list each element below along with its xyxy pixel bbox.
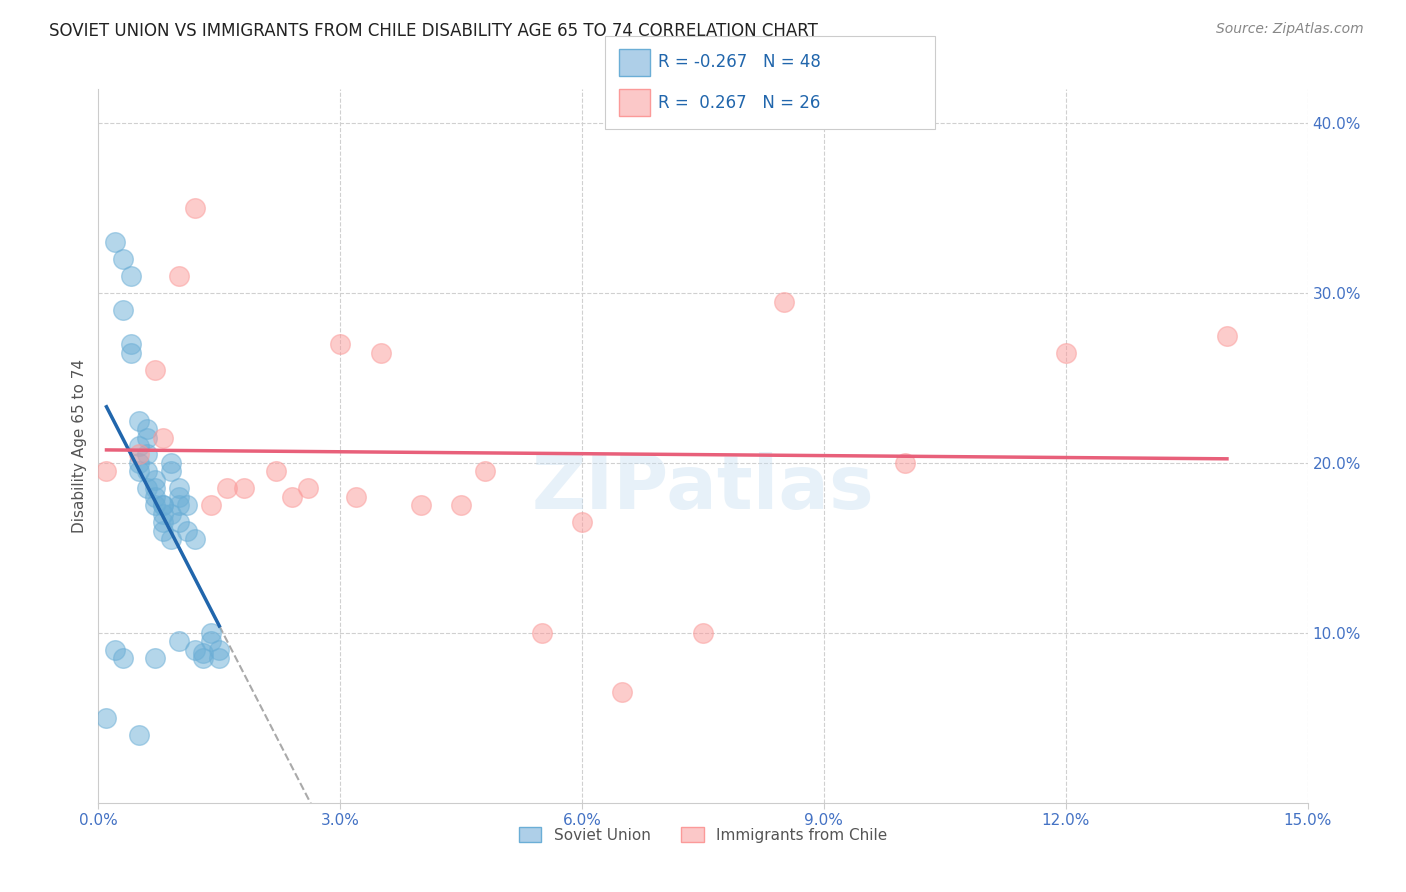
Point [184,201,207,215]
Point [160,533,183,547]
Point [160,465,183,479]
Point [200,626,222,640]
Point [264,465,287,479]
Point [96,465,118,479]
Point [329,337,352,351]
Point [193,646,215,660]
Point [1216,328,1239,343]
Point [167,634,190,648]
Point [120,345,142,359]
Point [281,490,304,504]
Point [135,430,157,444]
Point [167,516,190,530]
Point [111,651,134,665]
Point [111,303,134,318]
Text: Source: ZipAtlas.com: Source: ZipAtlas.com [1216,22,1364,37]
Point [193,651,215,665]
Point [120,269,142,284]
Y-axis label: Disability Age 65 to 74: Disability Age 65 to 74 [72,359,87,533]
Point [111,252,134,266]
Point [128,465,150,479]
Point [128,448,150,462]
Point [167,269,190,284]
Point [128,728,150,742]
Point [160,507,183,521]
Point [167,490,190,504]
Point [135,465,157,479]
Point [167,499,190,513]
Point [128,456,150,470]
Point [128,439,150,453]
Point [143,362,166,376]
Point [612,685,634,699]
Point [184,643,207,657]
Point [200,634,222,648]
Point [143,482,166,496]
Point [152,516,174,530]
Point [103,235,125,249]
Point [200,499,222,513]
Point [208,643,231,657]
Point [135,482,157,496]
Text: R = -0.267   N = 48: R = -0.267 N = 48 [658,54,821,71]
Point [143,473,166,487]
Point [208,651,231,665]
Point [120,337,142,351]
Legend: Soviet Union, Immigrants from Chile: Soviet Union, Immigrants from Chile [512,821,894,848]
Point [152,499,174,513]
Point [692,626,714,640]
Point [409,499,432,513]
Point [176,499,198,513]
Point [450,499,472,513]
Point [135,448,157,462]
Point [772,294,794,309]
Point [135,422,157,436]
Point [176,524,198,538]
Point [143,499,166,513]
Text: ZIPatlas: ZIPatlas [531,452,875,525]
Point [474,465,496,479]
Text: R =  0.267   N = 26: R = 0.267 N = 26 [658,94,820,112]
Point [96,711,118,725]
Point [152,507,174,521]
Point [344,490,367,504]
Point [152,524,174,538]
Point [152,499,174,513]
Point [1054,345,1077,359]
Point [893,456,915,470]
Point [160,456,183,470]
Point [232,482,254,496]
Point [530,626,553,640]
Point [103,643,125,657]
Point [217,482,239,496]
Point [143,490,166,504]
Point [571,516,593,530]
Point [152,430,174,444]
Point [143,651,166,665]
Point [297,482,319,496]
Text: SOVIET UNION VS IMMIGRANTS FROM CHILE DISABILITY AGE 65 TO 74 CORRELATION CHART: SOVIET UNION VS IMMIGRANTS FROM CHILE DI… [49,22,818,40]
Point [370,345,392,359]
Point [167,482,190,496]
Point [184,533,207,547]
Point [128,413,150,427]
